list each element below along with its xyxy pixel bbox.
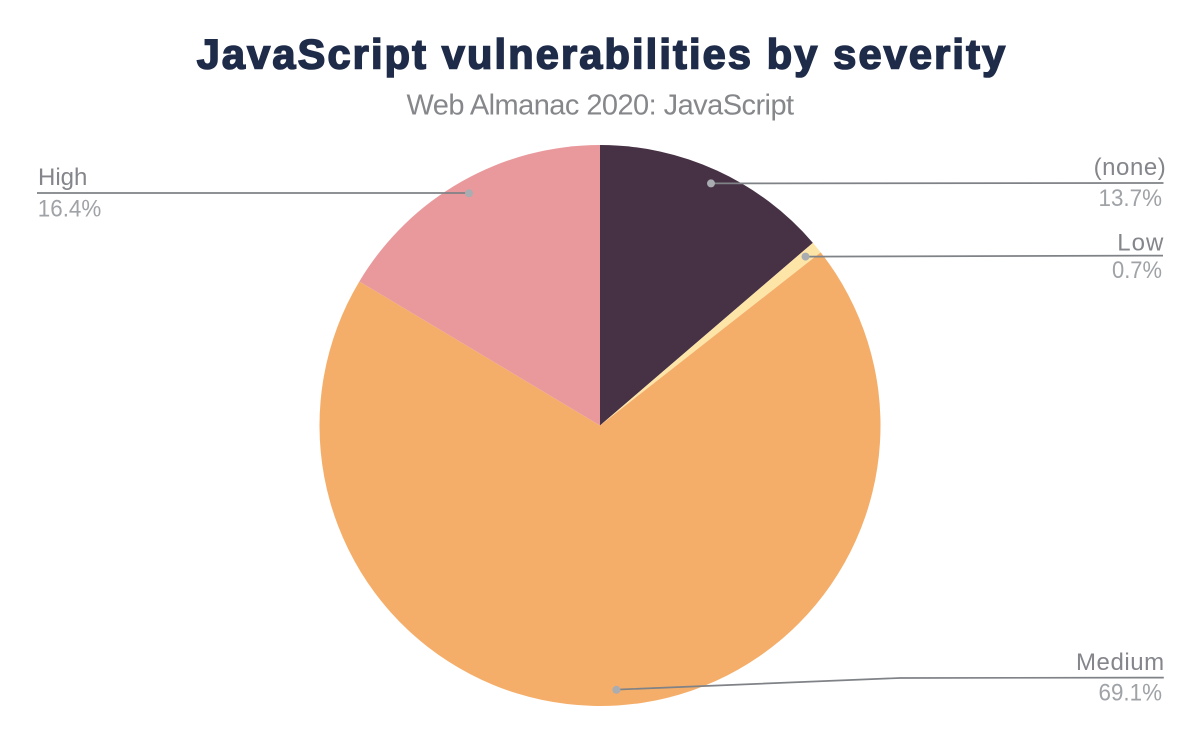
svg-text:16.4%: 16.4%: [38, 195, 102, 222]
svg-text:Low: Low: [1117, 230, 1164, 257]
svg-text:0.7%: 0.7%: [1112, 257, 1162, 284]
svg-text:13.7%: 13.7%: [1099, 185, 1163, 212]
svg-text:69.1%: 69.1%: [1099, 679, 1163, 706]
svg-text:Medium: Medium: [1076, 649, 1165, 676]
svg-text:Web Almanac 2020: JavaScript: Web Almanac 2020: JavaScript: [406, 90, 794, 122]
svg-text:High: High: [38, 164, 87, 191]
svg-text:JavaScript vulnerabilities by: JavaScript vulnerabilities by severity: [197, 31, 1008, 78]
svg-text:(none): (none): [1094, 154, 1167, 181]
